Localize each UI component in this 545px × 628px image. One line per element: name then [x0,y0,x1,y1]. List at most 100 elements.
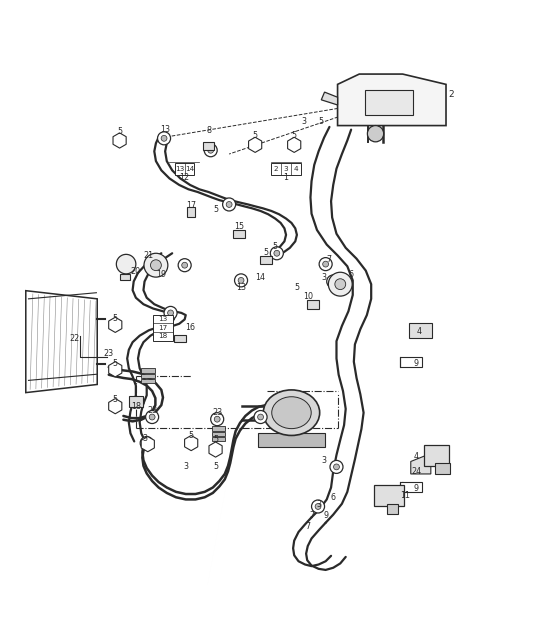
Bar [203,142,215,149]
Bar [400,482,422,492]
Polygon shape [26,291,97,392]
Circle shape [326,275,340,288]
Polygon shape [288,138,301,153]
Bar [400,357,422,367]
Circle shape [334,464,340,470]
Circle shape [144,253,168,277]
Text: 24: 24 [411,467,421,476]
Circle shape [238,278,244,283]
Circle shape [330,460,343,474]
Bar [141,374,155,378]
Bar [212,431,225,436]
Circle shape [164,306,177,320]
Circle shape [211,413,223,426]
Text: 5: 5 [113,314,118,323]
Text: 11: 11 [401,491,410,500]
Circle shape [149,414,155,420]
Circle shape [214,416,220,422]
Text: 3: 3 [322,456,326,465]
Bar [212,437,225,441]
Circle shape [116,254,136,274]
Text: 23: 23 [147,406,157,415]
Text: 3: 3 [316,501,321,509]
Circle shape [328,273,352,296]
Bar [374,485,404,507]
Bar [120,274,130,280]
Polygon shape [108,317,122,332]
Text: 4: 4 [416,327,421,336]
Circle shape [330,279,336,284]
Circle shape [161,136,167,141]
Circle shape [323,261,329,267]
Circle shape [158,132,171,145]
Bar [409,323,432,338]
Text: 5: 5 [113,359,118,369]
Text: 18: 18 [131,402,141,411]
Polygon shape [322,92,337,105]
Text: 18: 18 [159,333,168,339]
Text: 5: 5 [252,131,258,139]
Circle shape [274,251,280,256]
Text: 7: 7 [327,255,332,264]
Bar [435,463,450,474]
Polygon shape [108,399,122,414]
Circle shape [258,414,263,420]
Text: 5: 5 [213,205,218,214]
Circle shape [270,247,283,260]
Text: 12: 12 [180,173,190,182]
Text: 5: 5 [272,242,278,251]
Text: 5: 5 [213,462,218,472]
Text: 14: 14 [185,166,194,171]
Text: 4: 4 [414,452,419,460]
Text: 3: 3 [301,117,306,126]
Text: 10: 10 [302,292,313,301]
Text: 9: 9 [414,359,419,369]
Text: 15: 15 [234,222,244,230]
Text: 2: 2 [274,166,278,171]
Ellipse shape [263,390,320,435]
Text: 5: 5 [294,283,299,293]
Polygon shape [337,74,446,126]
Circle shape [335,279,346,290]
Text: 5: 5 [117,127,122,136]
Bar [174,335,186,342]
Circle shape [367,126,384,142]
Bar [153,315,173,340]
Text: 5: 5 [213,435,218,444]
Bar [271,163,301,175]
Text: 16: 16 [185,323,195,332]
Text: 7: 7 [305,522,310,531]
Text: 5: 5 [292,131,296,139]
Text: 7: 7 [309,511,314,520]
Text: 23: 23 [104,349,114,357]
Bar [258,433,325,447]
Text: 5: 5 [319,117,324,126]
Circle shape [222,198,235,211]
Ellipse shape [272,397,311,429]
Text: 3: 3 [284,166,288,171]
Bar [233,230,245,237]
Text: 13: 13 [159,316,168,322]
Circle shape [178,259,191,272]
Text: 23: 23 [212,408,222,417]
Text: 6: 6 [331,493,336,502]
Bar [212,426,225,431]
Text: 9: 9 [414,484,419,493]
Text: 5: 5 [263,247,269,257]
Bar [175,163,195,175]
Text: 3: 3 [183,462,188,472]
Bar [365,90,414,116]
Text: 1: 1 [283,173,288,182]
Bar [307,300,319,308]
Circle shape [146,411,159,423]
Text: 21: 21 [144,251,154,260]
Bar [260,256,272,264]
Circle shape [315,504,321,509]
Bar [387,504,398,514]
Bar [187,207,195,217]
Text: 5: 5 [113,395,118,404]
Text: 9: 9 [323,511,328,520]
Text: 20: 20 [131,267,141,276]
Text: 13: 13 [160,125,170,134]
Circle shape [140,436,153,450]
